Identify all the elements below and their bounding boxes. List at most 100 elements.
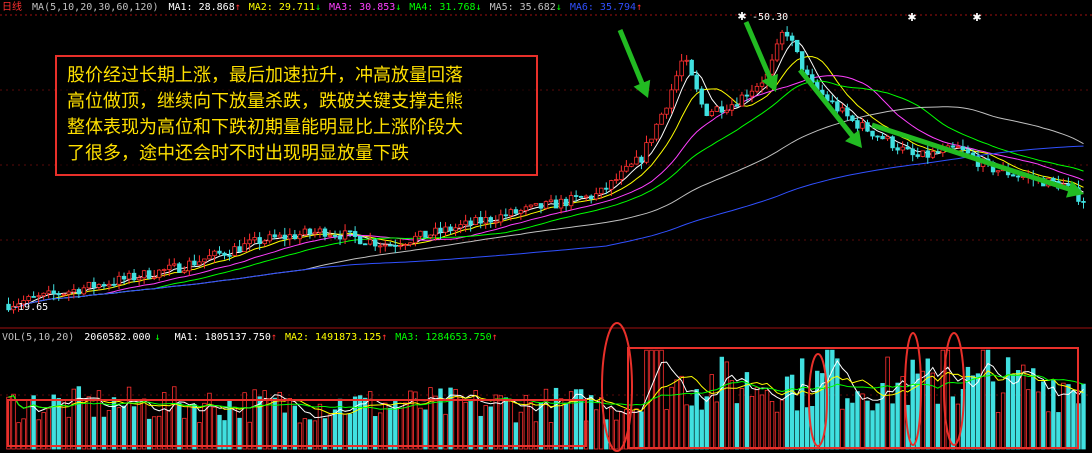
- candle-body: [408, 242, 413, 245]
- volume-bar: [870, 410, 875, 450]
- volume-bar: [76, 386, 82, 450]
- volume-bar: [1046, 411, 1051, 450]
- candle-body: [925, 150, 930, 158]
- volume-bar: [151, 416, 157, 450]
- candle-body: [438, 227, 443, 233]
- candle-body: [126, 272, 132, 280]
- candle-body: [910, 148, 915, 156]
- volume-bar: [473, 390, 478, 450]
- volume-bar: [619, 411, 624, 450]
- volume-bar: [850, 402, 855, 450]
- volume-bar: [664, 409, 669, 450]
- volume-bar: [563, 402, 569, 450]
- candle-body: [242, 243, 247, 253]
- volume-bar: [297, 422, 303, 450]
- candle-body: [679, 60, 684, 77]
- volume-bar: [493, 394, 498, 450]
- candle-body: [433, 227, 438, 236]
- candle-body: [885, 136, 890, 140]
- volume-bar: [840, 408, 845, 450]
- candle-body: [393, 244, 398, 247]
- candle-body: [930, 151, 935, 158]
- candle-body: [553, 199, 559, 209]
- volume-bar: [91, 416, 97, 450]
- candle-body: [639, 156, 644, 163]
- candle-body: [483, 217, 488, 224]
- volume-bar: [488, 406, 493, 450]
- candle-body: [533, 203, 539, 206]
- candle-body: [674, 75, 679, 91]
- volume-bar: [674, 379, 679, 450]
- candle-body: [995, 170, 1001, 173]
- volume-bar: [990, 381, 996, 450]
- candle-body: [337, 235, 343, 240]
- candle-body: [453, 227, 458, 232]
- volume-bar: [523, 394, 529, 450]
- volume-bars: [6, 349, 1086, 450]
- volume-bar: [508, 400, 514, 450]
- candle-body: [247, 239, 252, 245]
- volume-bar: [709, 374, 714, 450]
- volume-bar: [136, 402, 142, 450]
- candle-body: [870, 130, 875, 137]
- candle-body: [463, 220, 468, 226]
- volume-bar: [548, 422, 554, 450]
- candle-body: [136, 277, 142, 281]
- candle-body: [383, 244, 388, 247]
- candle-body: [960, 146, 966, 151]
- volume-bar: [845, 398, 850, 450]
- volume-bar: [111, 397, 117, 450]
- candle-body: [880, 135, 885, 140]
- volume-bar: [654, 349, 659, 450]
- candle-body: [749, 90, 755, 97]
- volume-bar: [885, 356, 890, 450]
- candle-body: [789, 35, 795, 41]
- vol-ma-value-3: MA3: 1284653.750↑: [395, 332, 498, 343]
- volume-bar: [1056, 412, 1061, 450]
- volume-bar: [362, 397, 368, 450]
- candle-body: [629, 163, 634, 167]
- candle-body: [508, 209, 514, 217]
- volume-bar: [121, 405, 127, 450]
- volume-bar: [398, 407, 403, 450]
- volume-bar: [784, 376, 790, 450]
- volume-bar: [41, 412, 46, 450]
- volume-bar: [503, 397, 509, 450]
- candle-body: [76, 289, 82, 295]
- volume-bar: [182, 417, 187, 450]
- candle-body: [619, 170, 624, 180]
- candle-body: [262, 240, 267, 245]
- volume-bar: [141, 398, 147, 450]
- volume-bar: [46, 407, 51, 450]
- volume-bar: [322, 418, 328, 450]
- candle-body: [217, 250, 222, 254]
- candle-body: [342, 230, 348, 240]
- candle-body: [177, 263, 182, 273]
- volume-bar: [910, 359, 915, 450]
- candle-body: [850, 115, 855, 121]
- candle-body: [131, 272, 137, 281]
- volume-bar: [282, 412, 287, 450]
- candle-body: [664, 107, 669, 115]
- candle-body: [523, 206, 529, 211]
- volume-bar: [1071, 390, 1076, 450]
- volume-bar: [317, 403, 323, 450]
- price-ma-line-3: [8, 75, 1084, 311]
- volume-bar: [789, 374, 795, 450]
- candle-body: [413, 235, 418, 244]
- candle-body: [699, 88, 704, 105]
- candle-body: [890, 136, 895, 149]
- candle-body: [81, 287, 87, 295]
- candle-body: [654, 123, 659, 140]
- volume-bar: [769, 401, 775, 450]
- volume-bar: [739, 388, 745, 450]
- volume-bar: [699, 409, 704, 450]
- candle-body: [202, 258, 207, 263]
- candle-body: [865, 122, 870, 132]
- volume-bar: [965, 366, 971, 450]
- volume-bar: [71, 388, 77, 450]
- candle-body: [56, 293, 61, 296]
- candle-body: [784, 31, 790, 37]
- arrow-shaft: [871, 122, 1076, 194]
- candle-body: [272, 234, 277, 238]
